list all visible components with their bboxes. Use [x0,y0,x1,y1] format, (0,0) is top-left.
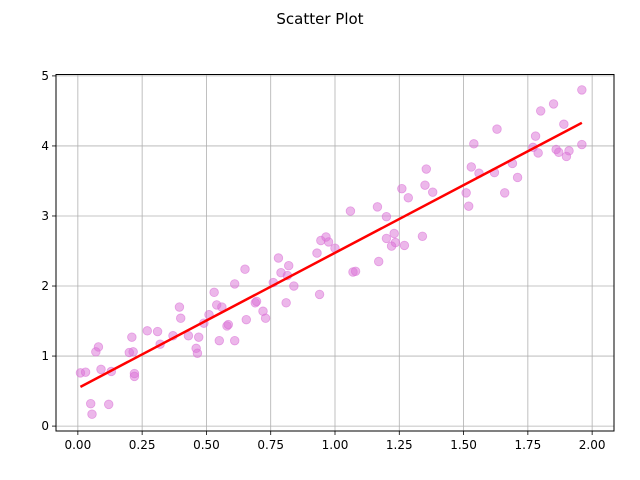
scatter-point [80,367,91,377]
scatter-point [127,332,137,342]
scatter-point [142,326,152,336]
x-tick-label: 0.50 [193,438,220,452]
scatter-point [533,148,543,158]
scatter-point [554,147,564,157]
scatter-point [129,371,140,382]
scatter-point [128,347,138,357]
scatter-point [374,256,384,267]
y-tick-label: 0 [41,419,49,433]
scatter-point [289,281,299,291]
scatter-point [152,326,163,337]
y-tick-label: 1 [41,349,49,363]
scatter-point [183,331,194,341]
scatter-point [174,302,185,312]
scatter-point [372,202,383,212]
y-tick-label: 3 [41,209,49,223]
scatter-point [500,188,510,198]
scatter-point [466,162,476,172]
scatter-point [403,193,413,203]
scatter-point [530,131,541,141]
scatter-point [176,313,186,323]
scatter-point [323,237,334,247]
scatter-point [577,85,587,95]
scatter-point [461,188,471,198]
scatter-point [399,240,410,251]
x-tick-label: 2.00 [579,438,606,452]
scatter-points [75,85,587,419]
y-axis: 0 1 2 3 4 5 [41,69,56,433]
scatter-point [230,279,240,289]
scatter-point [281,298,291,308]
scatter-point [240,264,250,274]
scatter-point [381,233,392,244]
scatter-point [492,124,502,134]
scatter-point [209,287,219,298]
scatter-point [548,99,559,109]
scatter-point [428,187,438,197]
y-tick-label: 5 [41,69,49,83]
y-tick-label: 4 [41,139,49,153]
scatter-point [536,106,546,116]
scatter-point [214,335,224,346]
x-tick-label: 0.00 [64,438,91,452]
scatter-point [345,206,356,216]
x-tick-label: 1.00 [322,438,349,452]
x-tick-label: 0.25 [129,438,156,452]
fit-line [79,121,583,388]
scatter-point [577,139,587,150]
scatter-point [273,253,284,263]
scatter-point [512,172,523,183]
scatter-point [564,146,574,156]
scatter-point [390,237,401,248]
scatter-point [314,289,325,300]
scatter-point [87,409,97,419]
scatter-point [223,319,233,330]
scatter-point [312,248,322,258]
scatter-point [104,399,114,410]
x-tick-label: 1.50 [450,438,477,452]
scatter-point [420,180,430,190]
scatter-point [96,364,106,375]
scatter-point [284,261,294,271]
scatter-point [397,183,407,194]
x-tick-label: 1.25 [386,438,413,452]
scatter-point [389,228,399,239]
scatter-point [230,335,240,346]
scatter-point [192,348,203,358]
scatter-point [417,231,428,241]
scatter-point [559,119,569,129]
scatter-point [241,314,251,325]
scatter-point [260,313,271,323]
x-axis: 0.00 0.25 0.50 0.75 1.00 1.25 1.50 1.75 2.00 [64,431,606,452]
scatter-point [381,211,392,222]
fit-line-layer [79,121,583,388]
chart-title: Scatter Plot [276,10,363,28]
x-tick-label: 1.75 [514,438,541,452]
scatter-point [86,398,96,409]
scatter-point [469,139,479,149]
scatter-point [93,342,104,352]
scatter-point [464,201,474,211]
scatter-point [350,266,361,277]
scatter-point [194,332,204,342]
y-tick-label: 2 [41,279,49,293]
x-tick-label: 0.75 [257,438,284,452]
scatter-point [421,164,431,174]
scatter-point [251,296,262,307]
